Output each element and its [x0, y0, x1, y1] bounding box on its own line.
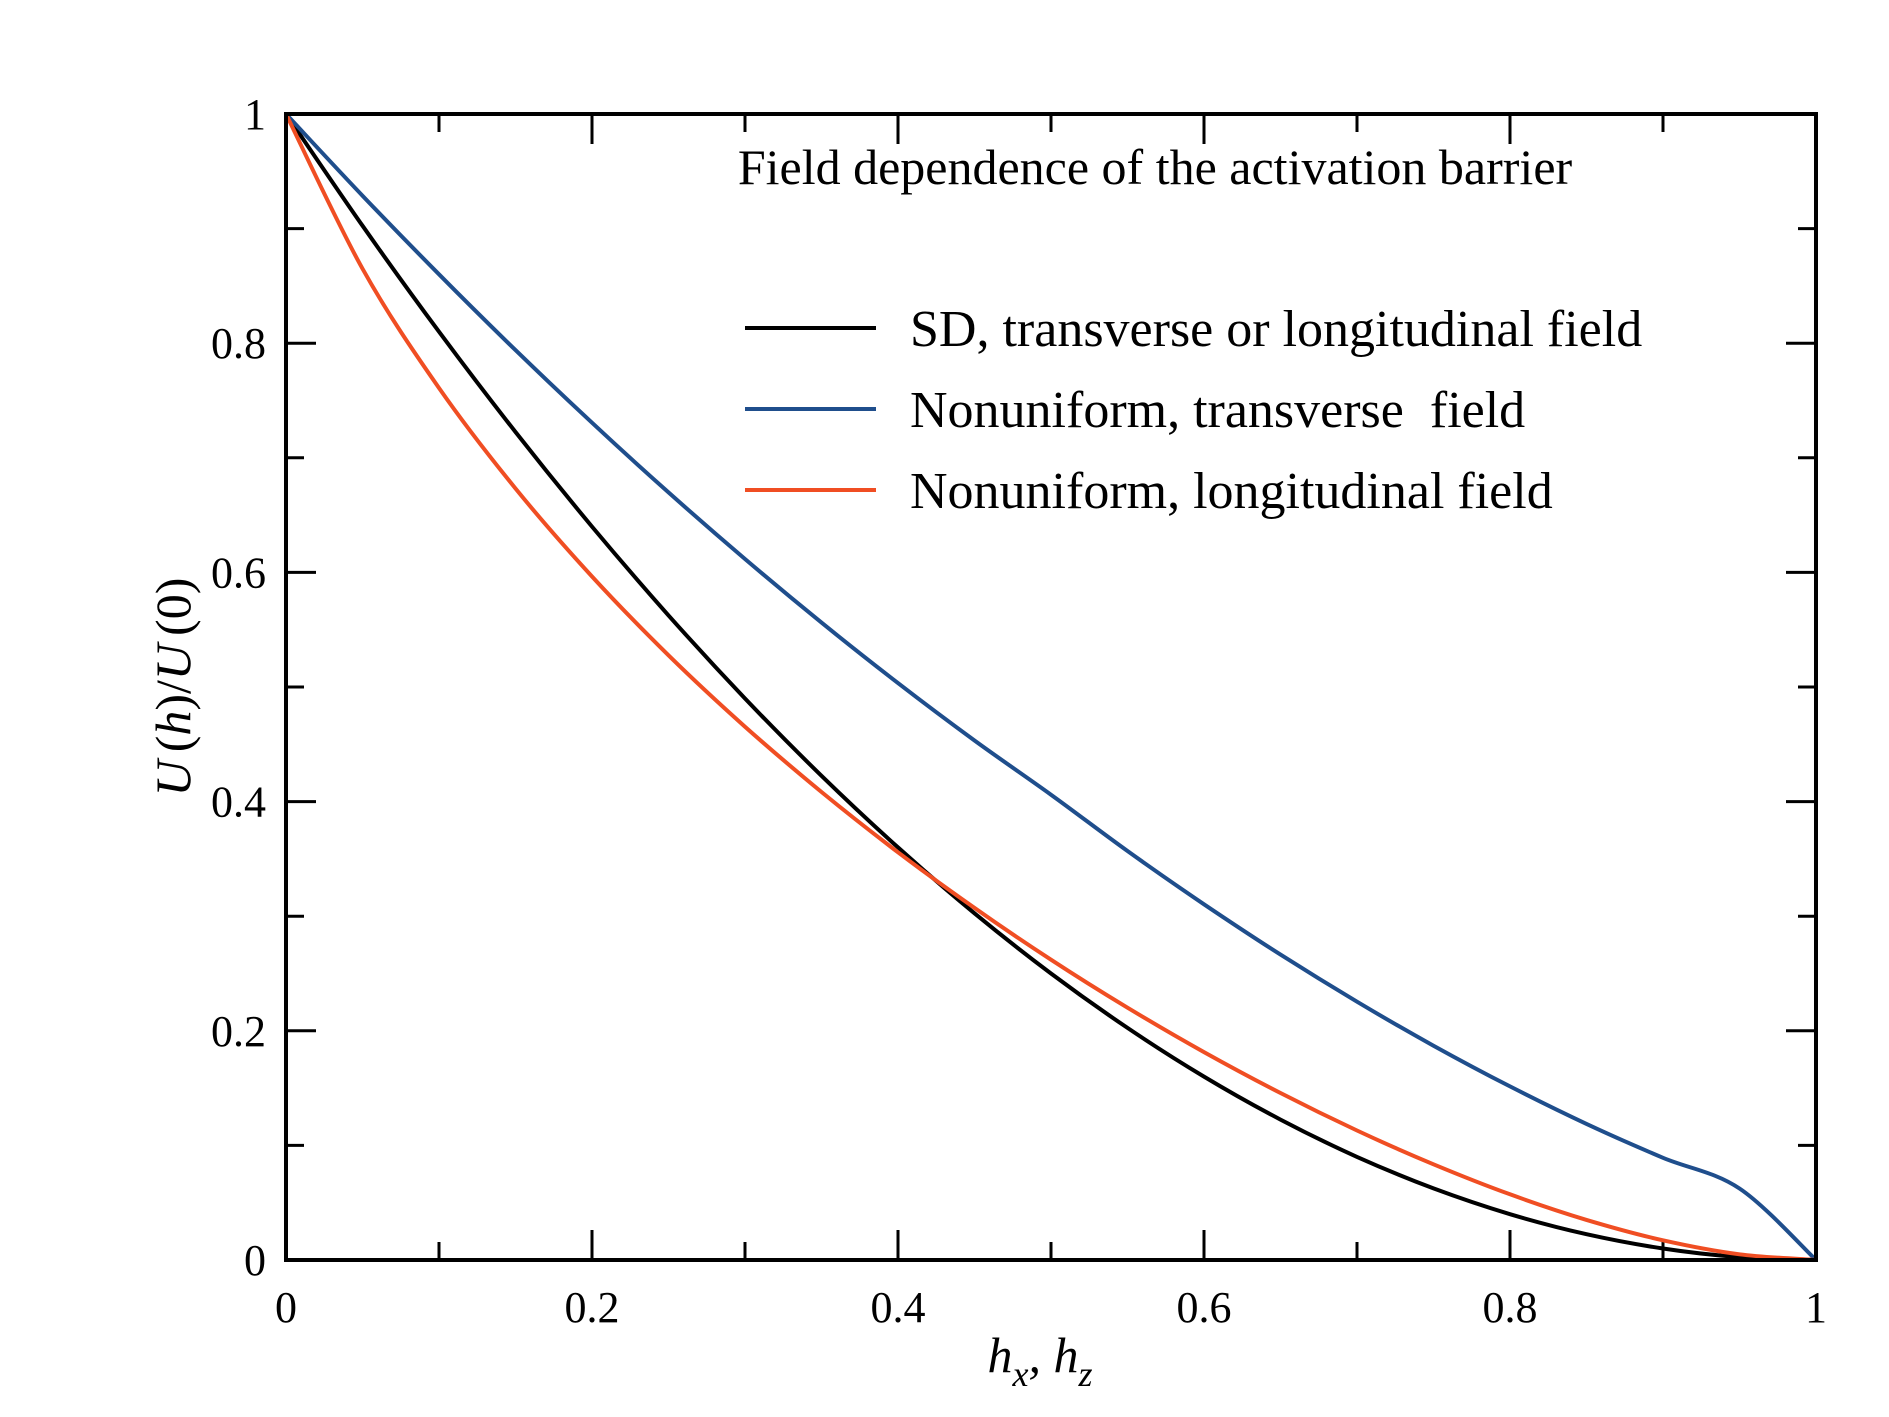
legend: SD, transverse or longitudinal field Non…: [745, 301, 1642, 520]
y-tick-label: 0.2: [211, 1007, 266, 1056]
y-tick-label: 1: [244, 90, 266, 139]
axis-ticks: [286, 114, 1816, 1260]
series-line-nonuniform-longitudinal: [284, 113, 1817, 1262]
y-axis-title: U(h)/U(0): [145, 578, 201, 797]
plot-frame: [284, 112, 1818, 1262]
x-tick-label: 1: [1805, 1283, 1827, 1332]
x-tick-label: 0: [275, 1283, 297, 1332]
chart-title: Field dependence of the activation barri…: [738, 139, 1573, 195]
y-tick-label: 0.8: [211, 319, 266, 368]
x-tick-label: 0.6: [1177, 1283, 1232, 1332]
x-tick-label: 0.8: [1483, 1283, 1538, 1332]
legend-label-nonuniform-longitudinal: Nonuniform, longitudinal field: [910, 463, 1553, 520]
y-tick-label: 0.6: [211, 548, 266, 597]
x-tick-label: 0.2: [565, 1283, 620, 1332]
legend-label-sd: SD, transverse or longitudinal field: [910, 301, 1642, 358]
series-line-sd: [284, 112, 1817, 1262]
series-lines: [284, 112, 1818, 1262]
series-line-nonuniform-transverse: [284, 112, 1818, 1262]
y-tick-label: 0.4: [211, 778, 266, 827]
legend-label-nonuniform-transverse: Nonuniform, transverse field: [910, 382, 1525, 439]
x-axis-title: hx, hz: [988, 1327, 1093, 1394]
x-tick-label: 0.4: [871, 1283, 926, 1332]
tick-labels: 0 0.2 0.4 0.6 0.8 1 0 0.2 0.4 0.6 0.8 1: [211, 90, 1827, 1332]
y-tick-label: 0: [244, 1236, 266, 1285]
